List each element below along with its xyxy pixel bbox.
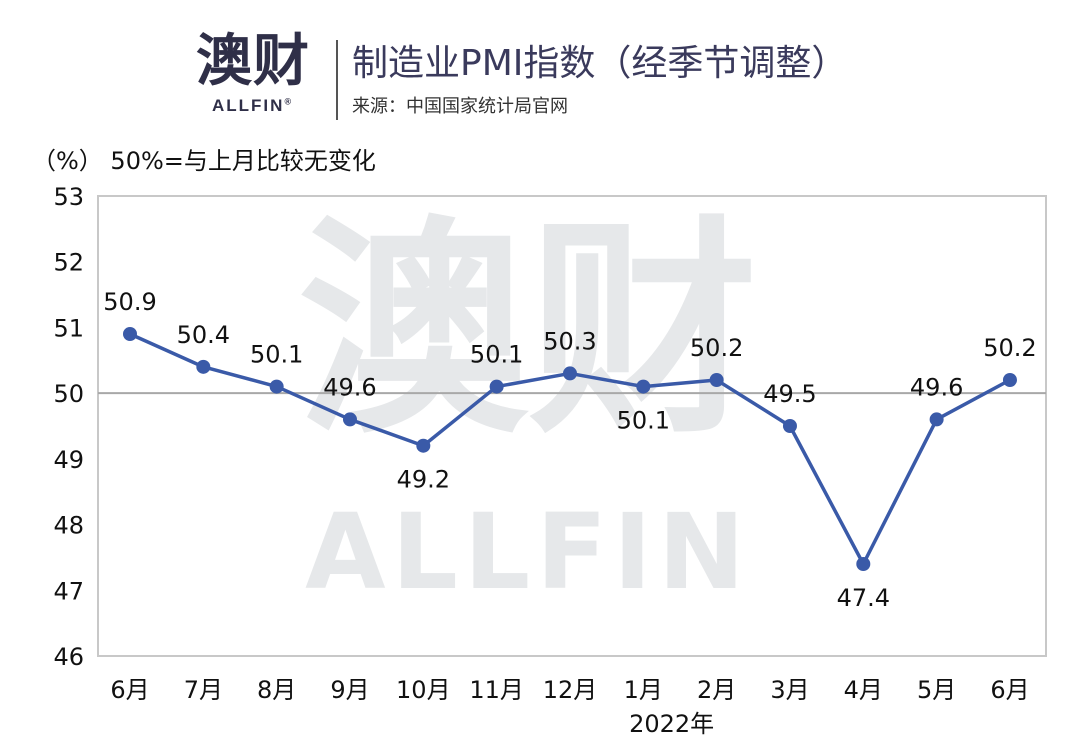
data-point	[489, 379, 504, 394]
logo-wordmark: ALLFIN®	[212, 96, 291, 116]
y-tick-label: 52	[53, 249, 84, 277]
data-point	[929, 412, 944, 427]
plot-frame	[97, 195, 1047, 657]
y-tick-label: 47	[53, 577, 84, 605]
data-label: 50.2	[983, 334, 1036, 362]
data-point	[269, 379, 284, 394]
data-point	[636, 379, 651, 394]
data-point	[856, 557, 871, 571]
data-label: 49.5	[763, 380, 816, 408]
x-tick-label: 9月	[330, 676, 369, 704]
y-tick-label: 51	[53, 314, 84, 342]
unit-note: （%） 50%=与上月比较无变化	[32, 147, 376, 175]
data-point	[709, 373, 724, 387]
x-tick-label: 10月	[396, 676, 451, 704]
y-tick-label: 50	[53, 380, 84, 408]
x-tick-label: 6月	[990, 676, 1029, 704]
watermark-en: ALLFIN	[305, 491, 751, 613]
data-point	[1002, 373, 1017, 387]
data-label: 47.4	[837, 584, 890, 612]
x-tick-label: 3月	[770, 676, 809, 704]
y-tick-label: 53	[53, 183, 84, 211]
chart-title: 制造业PMI指数（经季节调整）	[352, 43, 848, 84]
x-tick-label: 6月	[110, 676, 149, 704]
data-label: 50.4	[177, 321, 230, 349]
watermark-cn: 澳财	[298, 198, 758, 465]
data-label: 50.9	[103, 288, 156, 316]
x-tick-label: 1月	[624, 676, 663, 704]
data-label: 49.2	[397, 466, 450, 494]
data-label: 50.2	[690, 334, 743, 362]
data-labels: 50.9 50.4 50.1 49.6 49.2 50.1 50.3 50.1 50.2 49.5…	[103, 288, 1036, 612]
data-point	[342, 412, 357, 427]
data-label: 49.6	[323, 373, 376, 401]
data-label: 50.1	[617, 407, 670, 435]
y-tick-label: 49	[53, 446, 84, 474]
x-tick-label: 11月	[469, 676, 524, 704]
x-tick-label: 4月	[844, 676, 883, 704]
x-axis: 6月 7月 8月 9月 10月 11月 12月 1月 2月 3月 4月 5月 6月	[110, 676, 1029, 704]
chart-source: 来源：中国国家统计局官网	[352, 96, 568, 117]
x-tick-label: 8月	[257, 676, 296, 704]
data-label: 50.1	[470, 341, 523, 369]
data-point	[123, 327, 137, 341]
year-label: 2022年	[629, 710, 714, 738]
chart-header: 澳财 ALLFIN® 制造业PMI指数（经季节调整） 来源：中国国家统计局官网	[0, 0, 1080, 130]
x-tick-label: 12月	[543, 676, 598, 704]
data-point	[562, 366, 577, 381]
watermark: 澳财 ALLFIN	[298, 198, 758, 613]
data-label: 49.6	[910, 373, 963, 401]
x-tick-label: 2月	[697, 676, 736, 704]
x-tick-label: 5月	[917, 676, 956, 704]
registered-mark: ®	[284, 96, 292, 107]
header-divider	[336, 40, 338, 120]
data-label: 50.1	[250, 341, 303, 369]
logo: 澳财	[196, 29, 310, 94]
y-tick-label: 46	[53, 643, 84, 671]
data-point	[782, 419, 797, 433]
y-tick-label: 48	[53, 512, 84, 540]
x-tick-label: 7月	[184, 676, 223, 704]
y-axis: 53 52 51 50 49 48 47 46	[53, 183, 84, 671]
data-label: 50.3	[543, 327, 596, 355]
data-point	[196, 359, 211, 374]
logo-wordmark-text: ALLFIN	[212, 96, 285, 115]
data-point	[416, 438, 431, 453]
data-points	[123, 327, 1017, 571]
